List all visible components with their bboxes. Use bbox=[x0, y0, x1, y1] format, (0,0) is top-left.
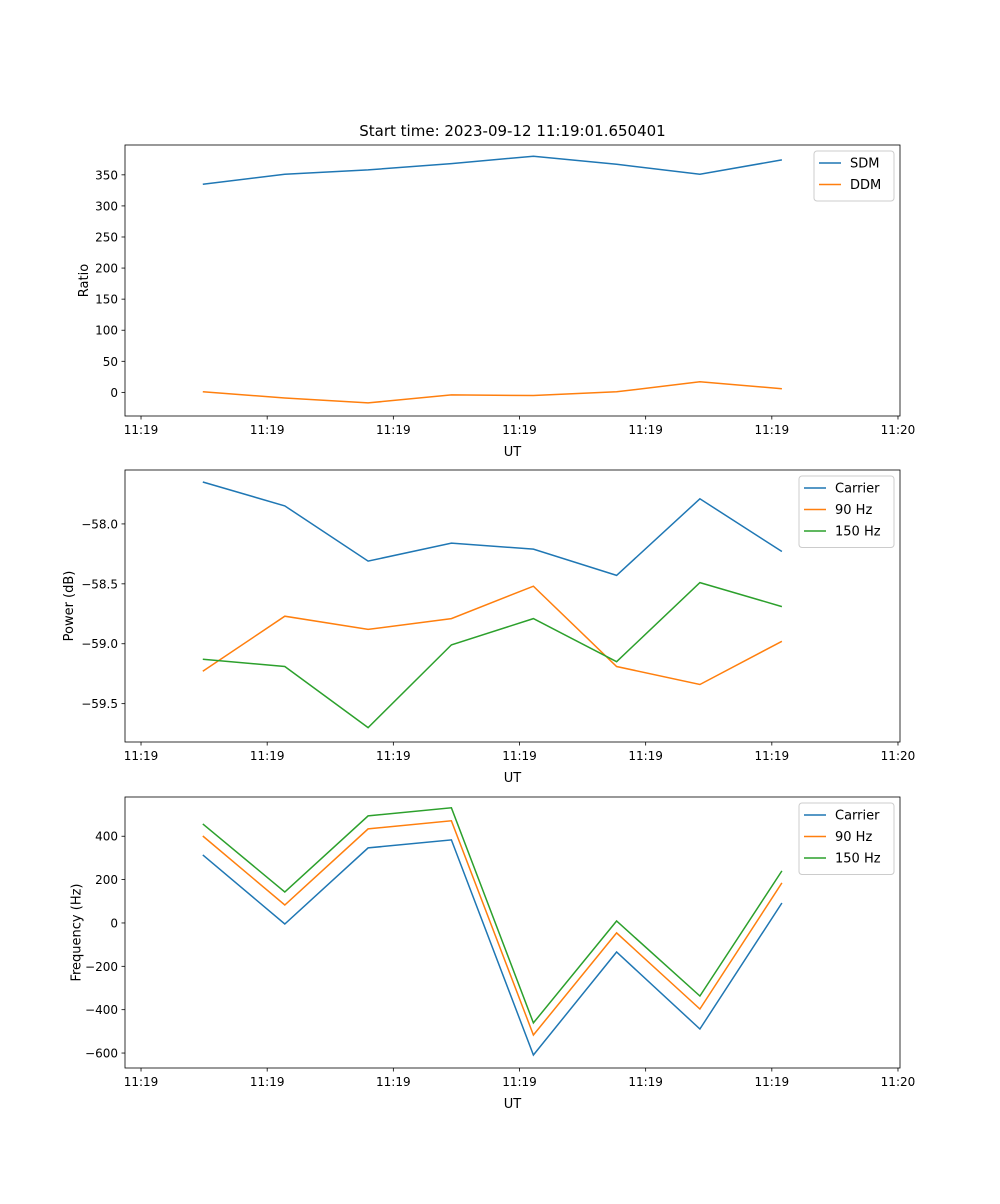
x-tick-label: 11:19 bbox=[755, 1075, 790, 1089]
x-tick-label: 11:19 bbox=[124, 1075, 159, 1089]
x-tick-label: 11:19 bbox=[755, 423, 790, 437]
legend-box bbox=[798, 475, 895, 548]
legend-label: DDM bbox=[850, 178, 881, 193]
x-tick-label: 11:19 bbox=[628, 423, 663, 437]
y-tick-label: 200 bbox=[95, 873, 118, 887]
y-tick-label: −600 bbox=[85, 1047, 118, 1061]
y-axis-label: Ratio bbox=[77, 264, 92, 297]
x-tick-label: 11:20 bbox=[881, 423, 916, 437]
x-tick-label: 11:19 bbox=[250, 423, 285, 437]
x-tick-label: 11:19 bbox=[502, 1075, 537, 1089]
y-tick-label: 350 bbox=[95, 168, 118, 182]
y-tick-label: 200 bbox=[95, 262, 118, 276]
x-tick-label: 11:19 bbox=[628, 1075, 663, 1089]
x-tick-label: 11:19 bbox=[376, 1075, 411, 1089]
legend: Carrier 90 Hz 150 Hz bbox=[798, 802, 895, 875]
x-tick-label: 11:19 bbox=[628, 749, 663, 763]
y-axis-label: Power (dB) bbox=[62, 571, 77, 642]
figure-title: Start time: 2023-09-12 11:19:01.650401 bbox=[359, 122, 665, 140]
axes-frame bbox=[124, 796, 901, 1069]
subplot-1: 11:19 11:19 11:19 11:19 11:19 11:19 11:20 0 50 10… bbox=[77, 144, 916, 460]
series-line-90-hz bbox=[202, 585, 783, 686]
y-tick-label: 400 bbox=[95, 830, 118, 844]
legend-label: Carrier bbox=[835, 809, 880, 824]
series-line-carrier bbox=[202, 839, 783, 1057]
y-tick-label: 100 bbox=[95, 324, 118, 338]
x-tick-label: 11:19 bbox=[755, 749, 790, 763]
legend-label: 150 Hz bbox=[835, 525, 881, 540]
x-tick-label: 11:19 bbox=[502, 749, 537, 763]
series-line-sdm bbox=[202, 155, 783, 185]
x-tick-label: 11:19 bbox=[124, 749, 159, 763]
legend-box bbox=[798, 802, 895, 875]
x-tick-label: 11:19 bbox=[502, 423, 537, 437]
series-line-150-hz bbox=[202, 806, 783, 1025]
y-tick-label: 250 bbox=[95, 230, 118, 244]
legend-label: 90 Hz bbox=[835, 503, 872, 518]
y-tick-label: −59.5 bbox=[81, 697, 118, 711]
legend-label: 90 Hz bbox=[835, 830, 872, 845]
series-line-150-hz bbox=[202, 581, 783, 729]
y-tick-label: −200 bbox=[85, 960, 118, 974]
legend: Carrier 90 Hz 150 Hz bbox=[798, 475, 895, 548]
x-tick-label: 11:19 bbox=[376, 749, 411, 763]
subplot-3: 11:19 11:19 11:19 11:19 11:19 11:19 11:20 −600 −… bbox=[70, 796, 916, 1112]
axes-frame bbox=[124, 469, 901, 743]
y-tick-label: 50 bbox=[103, 355, 118, 369]
series-line-90-hz bbox=[202, 819, 783, 1037]
legend-label: SDM bbox=[850, 157, 879, 172]
x-tick-label: 11:20 bbox=[881, 749, 916, 763]
y-tick-label: 0 bbox=[110, 386, 118, 400]
x-tick-label: 11:19 bbox=[124, 423, 159, 437]
legend-label: 150 Hz bbox=[835, 852, 881, 867]
subplot-2: 11:19 11:19 11:19 11:19 11:19 11:19 11:20 −59.5… bbox=[62, 469, 916, 786]
y-tick-label: 0 bbox=[110, 916, 118, 930]
x-axis-label: UT bbox=[504, 445, 522, 460]
legend-label: Carrier bbox=[835, 482, 880, 497]
x-axis-label: UT bbox=[504, 771, 522, 786]
series-line-carrier bbox=[202, 481, 783, 577]
y-tick-label: −58.5 bbox=[81, 577, 118, 591]
y-tick-label: 300 bbox=[95, 199, 118, 213]
axes-frame bbox=[124, 144, 901, 417]
y-axis-label: Frequency (Hz) bbox=[70, 883, 85, 981]
x-tick-label: 11:19 bbox=[250, 749, 285, 763]
x-axis-label: UT bbox=[504, 1097, 522, 1112]
x-tick-label: 11:20 bbox=[881, 1075, 916, 1089]
x-tick-label: 11:19 bbox=[376, 423, 411, 437]
y-tick-label: −58.0 bbox=[81, 517, 118, 531]
x-tick-label: 11:19 bbox=[250, 1075, 285, 1089]
series-line-ddm bbox=[202, 381, 782, 404]
legend: SDM DDM bbox=[813, 150, 895, 202]
y-tick-label: −400 bbox=[85, 1003, 118, 1017]
y-tick-label: −59.0 bbox=[81, 637, 118, 651]
y-tick-label: 150 bbox=[95, 293, 118, 307]
